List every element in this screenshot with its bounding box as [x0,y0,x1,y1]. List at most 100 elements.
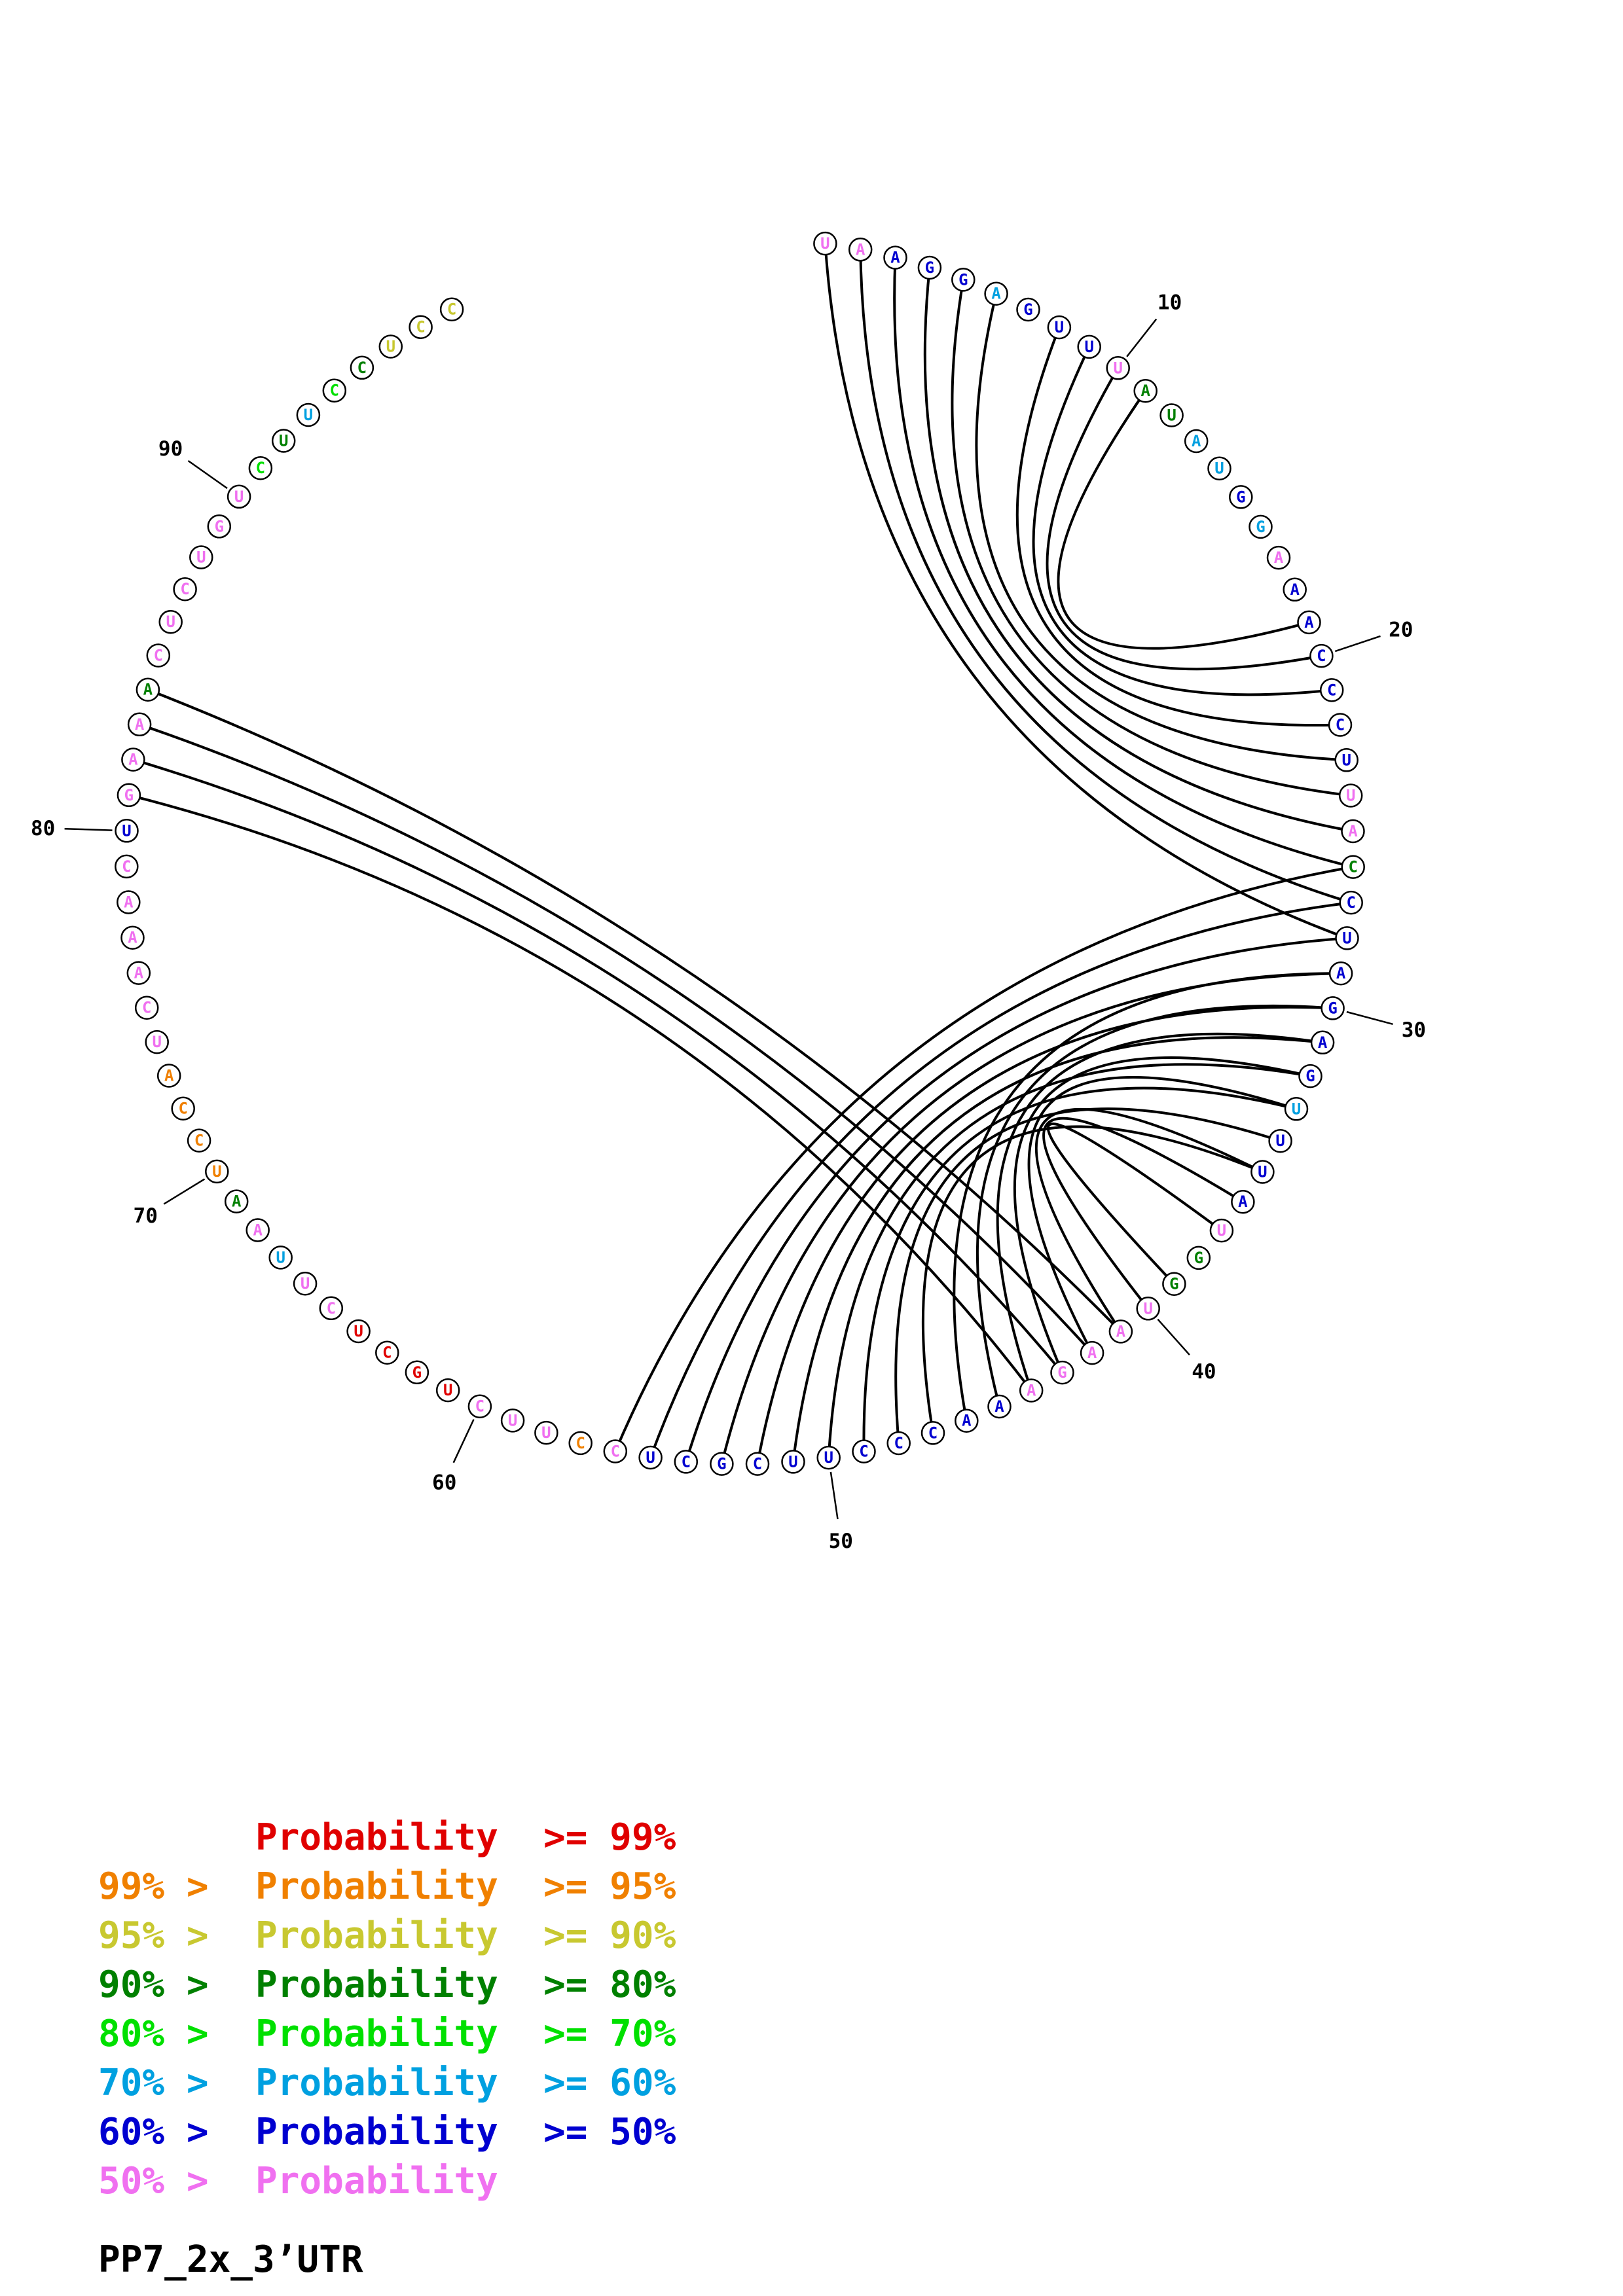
base-circle [917,255,942,280]
base-letter: U [304,406,313,424]
base-node: A [955,1408,979,1433]
base-node: U [189,545,213,569]
base-letter: C [1346,893,1355,912]
legend-lower-bound: 90% > [98,1964,209,2006]
base-node: A [127,712,152,737]
base-letter: U [508,1411,517,1429]
base-letter: A [134,964,144,982]
base-letter: U [1342,929,1351,947]
legend-lower-bound: 99% > [98,1865,209,1908]
base-letter: C [122,857,131,876]
base-letter: U [824,1448,833,1467]
base-letter: A [991,285,1001,303]
base-letter: C [1327,681,1336,699]
base-circle [189,545,213,569]
base-node: U [534,1420,558,1445]
base-circle [955,1408,979,1433]
base-circle [1019,1378,1044,1403]
base-node: U [1047,315,1072,340]
pair-arc [923,267,1353,833]
base-circle [1186,1246,1211,1270]
base-letter: U [276,1248,285,1266]
base-letter: G [1023,300,1032,319]
base-node: U [296,403,321,427]
base-circle [710,1452,734,1476]
base-circle [134,996,159,1020]
pair-arc [1032,346,1332,696]
base-node: G [1298,1064,1322,1088]
base-letter: G [1057,1363,1067,1382]
base-letter: U [354,1322,363,1340]
legend-lower-bound: 50% > [98,2160,209,2202]
base-letter: U [122,821,131,840]
pair-arc [921,1125,1264,1433]
base-node: C [134,996,159,1020]
base-letter: A [962,1412,972,1430]
legend-row: 60% > Probability >= 50% [98,2108,676,2157]
base-letter: A [128,751,138,769]
base-letter: G [124,786,134,804]
base-circle [1284,1097,1309,1121]
base-node: G [207,514,232,539]
base-circle [921,1421,945,1445]
base-node: U [1338,783,1363,808]
base-letter: A [890,249,900,267]
base-node: C [439,297,464,321]
base-letter: U [196,548,206,567]
base-node: C [568,1431,593,1456]
base-node: C [745,1452,770,1476]
base-letter: A [1140,382,1150,400]
legend-upper-bound: >= 99% [543,1816,676,1859]
legend-probability-label: Probability [255,1816,498,1859]
legend-row: Probability >= 99% [98,1813,676,1862]
base-letter: G [1169,1275,1178,1293]
base-circle [1339,890,1363,915]
legend-row: 99% > Probability >= 95% [98,1862,676,1911]
base-node: U [1159,403,1184,427]
bases: U A AGGAGUUUAUAUGGAAACCCUUACCUAGAGUUUAUGGU… [115,231,1365,1476]
base-letter: U [1214,459,1224,478]
base-circle [136,677,160,702]
base-node: U [1268,1128,1292,1153]
pair-arc [859,249,1352,905]
pair-arc [684,937,1347,1462]
base-node: C [852,1439,876,1463]
legend-upper-bound: >= 80% [543,1964,676,2006]
base-circle [439,297,464,321]
base-circle [117,890,141,914]
pair-arc [1034,1107,1264,1333]
base-node: A [136,677,160,702]
base-node: U [1207,456,1231,480]
base-letter: A [232,1193,242,1211]
base-circle [1108,1319,1133,1344]
legend-lower-bound: 70% > [98,2062,209,2104]
base-node: U [205,1159,229,1184]
base-node: U [781,1450,805,1474]
base-circle [405,1360,429,1385]
legend-probability-label: Probability [255,2013,498,2055]
base-circle [322,378,347,403]
base-circle [1319,678,1344,702]
legend-probability-label: Probability [255,1964,498,2006]
base-circle [1050,1360,1074,1385]
pair-arc [1046,1122,1223,1285]
pair-arc [1027,1075,1297,1354]
pair-arc [720,972,1341,1465]
base-letter: U [1292,1100,1301,1118]
pair-arc [756,1005,1333,1464]
base-circle [158,609,183,634]
pair-arc [976,1005,1333,1407]
base-node: C [350,355,374,380]
base-letter: U [152,1033,161,1051]
base-circle [224,1189,249,1213]
base-node: C [322,378,347,403]
base-letter: U [1346,787,1355,805]
base-circle [350,355,374,380]
base-node: C [886,1431,911,1456]
base-circle [781,1450,805,1474]
legend-lower-bound: 60% > [98,2111,209,2153]
pair-arcs [128,243,1354,1465]
base-letter: U [1143,1299,1152,1318]
base-node: U [378,334,403,359]
base-node: A [1328,961,1353,986]
